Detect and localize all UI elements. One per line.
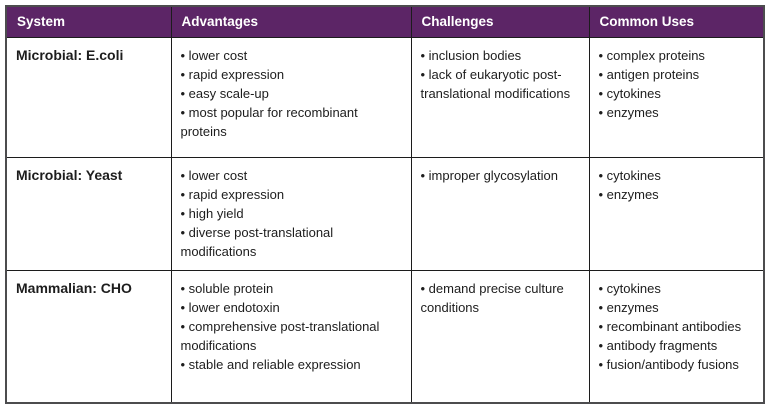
system-cell: Microbial: Yeast (5, 156, 172, 271)
bullet-item: • complex proteins (598, 47, 705, 63)
bullet-item: • fusion/antibody fusions (598, 356, 739, 372)
system-cell: Microbial: E.coli (5, 36, 172, 158)
bullet-item: • high yield (180, 205, 244, 221)
advantages-cell: • soluble protein • lower endotoxin • comp… (170, 269, 412, 404)
bullet-item: • antibody fragments (598, 337, 718, 353)
table-body: Microbial: E.coli • lower cost • rapid exp… (5, 36, 765, 404)
table-row: Mammalian: CHO • soluble protein • lower e… (5, 269, 765, 404)
table-header: System Advantages Challenges Common Uses (5, 5, 765, 38)
bullet-item: • diverse post-translational modificatio… (180, 224, 334, 259)
common-uses-cell: • cytokines • enzymes (588, 156, 765, 271)
bullet-item: • demand precise culture conditions (420, 280, 564, 315)
advantages-cell: • lower cost • rapid expression • high yie… (170, 156, 412, 271)
bullet-item: • easy scale-up (180, 85, 269, 101)
column-header-challenges: Challenges (410, 5, 590, 38)
bullet-item: • comprehensive post-translational modif… (180, 318, 380, 353)
system-cell: Mammalian: CHO (5, 269, 172, 404)
challenges-cell: • improper glycosylation (410, 156, 590, 271)
challenges-cell: • inclusion bodies • lack of eukaryotic p… (410, 36, 590, 158)
bullet-item: • cytokines (598, 280, 661, 296)
bullet-item: • inclusion bodies (420, 47, 522, 63)
bullet-item: • improper glycosylation (420, 167, 559, 183)
bullet-item: • most popular for recombinant proteins (180, 104, 358, 139)
bullet-item: • lower cost (180, 167, 248, 183)
table-row: Microbial: E.coli • lower cost • rapid exp… (5, 36, 765, 158)
bullet-item: • enzymes (598, 186, 659, 202)
table-row: Microbial: Yeast • lower cost • rapid expr… (5, 156, 765, 271)
bullet-item: • stable and reliable expression (180, 356, 361, 372)
bullet-item: • rapid expression (180, 186, 285, 202)
bullet-item: • enzymes (598, 299, 659, 315)
bullet-item: • enzymes (598, 104, 659, 120)
advantages-cell: • lower cost • rapid expression • easy sca… (170, 36, 412, 158)
bullet-item: • lower endotoxin (180, 299, 280, 315)
header-row: System Advantages Challenges Common Uses (5, 5, 765, 38)
column-header-advantages: Advantages (170, 5, 412, 38)
bullet-item: • recombinant antibodies (598, 318, 742, 334)
common-uses-cell: • complex proteins • antigen proteins • cy… (588, 36, 765, 158)
bullet-item: • soluble protein (180, 280, 274, 296)
bullet-item: • cytokines (598, 167, 661, 183)
common-uses-cell: • cytokines • enzymes • recombinant antibo… (588, 269, 765, 404)
expression-systems-table: System Advantages Challenges Common Uses… (5, 5, 765, 404)
bullet-item: • rapid expression (180, 66, 285, 82)
challenges-cell: • demand precise culture conditions (410, 269, 590, 404)
bullet-item: • lower cost (180, 47, 248, 63)
bullet-item: • antigen proteins (598, 66, 700, 82)
column-header-common-uses: Common Uses (588, 5, 765, 38)
column-header-system: System (5, 5, 172, 38)
bullet-item: • cytokines (598, 85, 661, 101)
bullet-item: • lack of eukaryotic post-translational … (420, 66, 571, 101)
